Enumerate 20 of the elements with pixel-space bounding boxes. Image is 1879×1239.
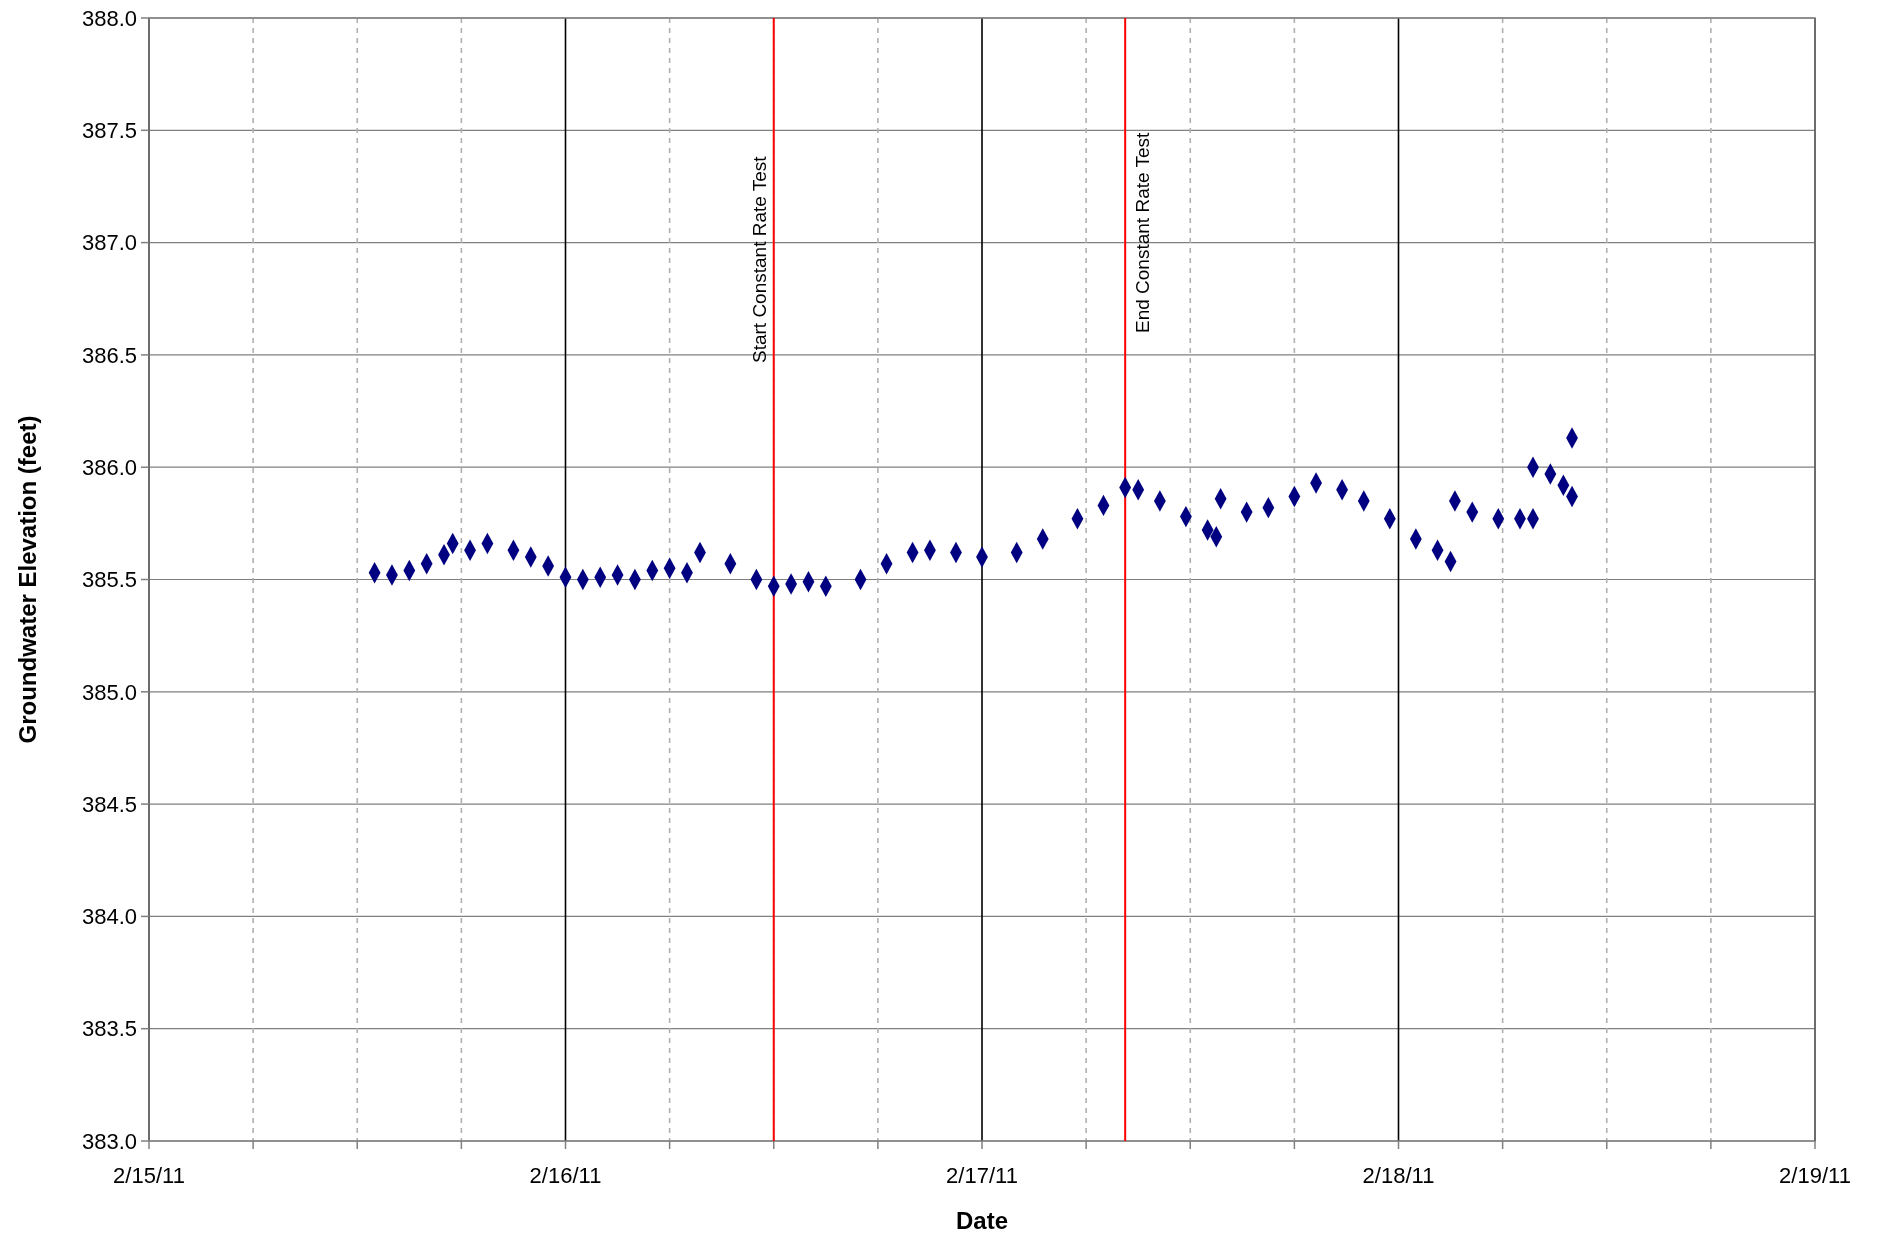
y-tick-label: 387.5 <box>81 118 137 143</box>
y-tick-label: 385.5 <box>81 567 137 593</box>
y-tick-label: 386.0 <box>81 454 137 480</box>
x-axis-title: Date <box>955 1207 1009 1234</box>
ref-line-label: Start Constant Rate Test <box>748 155 770 363</box>
ref-line-label: End Constant Rate Test <box>1132 131 1154 333</box>
y-tick-label: 384.5 <box>81 791 137 817</box>
x-tick-label: 2/18/11 <box>1362 1163 1435 1188</box>
y-tick-label: 385.0 <box>81 679 137 705</box>
y-tick-label: 384.0 <box>81 904 137 930</box>
y-tick-label: 388.0 <box>81 5 137 31</box>
x-tick-label: 2/16/11 <box>529 1163 602 1188</box>
y-tick-label: 387.0 <box>81 230 137 256</box>
y-tick-label: 383.5 <box>81 1016 137 1042</box>
y-tick-label: 386.5 <box>81 342 137 368</box>
y-axis-title: Groundwater Elevation (feet) <box>14 415 41 744</box>
x-tick-label: 2/19/11 <box>1779 1163 1851 1188</box>
x-tick-label: 2/17/11 <box>946 1163 1018 1188</box>
y-tick-label: 383.0 <box>81 1128 137 1154</box>
x-tick-label: 2/15/11 <box>113 1163 185 1188</box>
